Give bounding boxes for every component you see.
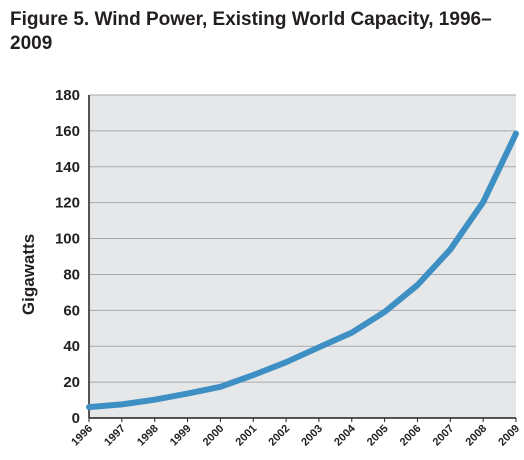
y-tick-label: 20 bbox=[63, 374, 80, 391]
x-tick-label: 1998 bbox=[135, 423, 161, 449]
x-tick-label: 2009 bbox=[496, 423, 522, 449]
data-point bbox=[416, 284, 418, 286]
x-tick-label: 2001 bbox=[234, 423, 260, 449]
x-tick-label: 2003 bbox=[299, 423, 325, 449]
y-tick-label: 140 bbox=[55, 159, 80, 176]
data-point bbox=[482, 201, 484, 203]
data-point bbox=[515, 133, 517, 135]
x-tick-label: 2008 bbox=[463, 423, 489, 449]
x-tick-label: 2006 bbox=[398, 423, 424, 449]
data-point bbox=[318, 346, 320, 348]
y-tick-label: 180 bbox=[55, 87, 80, 104]
x-tick-label: 2002 bbox=[266, 423, 292, 449]
series-line bbox=[86, 130, 519, 411]
chart-title: Figure 5. Wind Power, Existing World Cap… bbox=[10, 9, 492, 54]
y-tick-label: 0 bbox=[72, 410, 80, 427]
x-tick-label: 2005 bbox=[365, 423, 391, 449]
x-tick-label: 2000 bbox=[201, 423, 227, 449]
data-point bbox=[88, 406, 90, 408]
data-point bbox=[384, 311, 386, 313]
y-tick-label: 40 bbox=[63, 338, 80, 355]
data-point bbox=[285, 361, 287, 363]
data-point bbox=[187, 393, 189, 395]
plot-area bbox=[89, 95, 516, 418]
data-point bbox=[154, 399, 156, 401]
x-tick-label: 1999 bbox=[168, 423, 194, 449]
y-tick-label: 100 bbox=[55, 231, 80, 248]
y-tick-label: 80 bbox=[63, 266, 80, 283]
y-tick-label: 160 bbox=[55, 123, 80, 140]
data-point bbox=[351, 332, 353, 334]
y-axis-label: Gigawatts bbox=[19, 234, 38, 315]
data-point bbox=[252, 374, 254, 376]
y-tick-label: 60 bbox=[63, 302, 80, 319]
x-tick-label: 1997 bbox=[102, 423, 128, 449]
data-point bbox=[219, 386, 221, 388]
y-tick-label: 120 bbox=[55, 195, 80, 212]
data-point bbox=[449, 249, 451, 251]
x-tick-label: 2004 bbox=[332, 422, 358, 448]
data-point bbox=[121, 403, 123, 405]
x-tick-label: 2007 bbox=[431, 423, 457, 449]
